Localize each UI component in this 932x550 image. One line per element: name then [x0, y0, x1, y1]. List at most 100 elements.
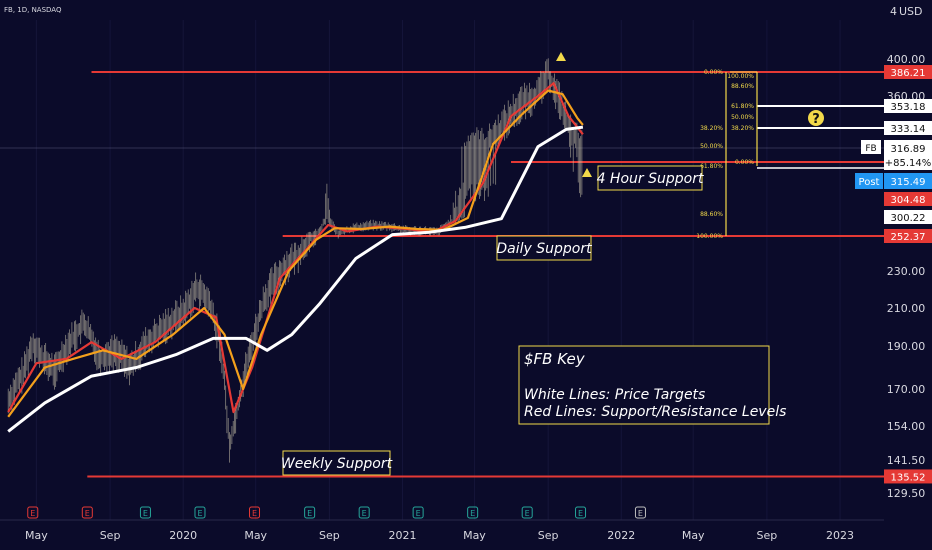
triangle-marker — [582, 168, 592, 177]
currency-label: 4 USD — [890, 5, 923, 18]
annotation-box — [496, 235, 592, 261]
x-tick-label: May — [463, 529, 486, 542]
legend-box: $FB Key White Lines: Price Targets Red L… — [518, 345, 786, 425]
x-tick-label: May — [25, 529, 48, 542]
level-badge — [884, 469, 932, 484]
legend-title: $FB Key — [524, 350, 586, 368]
fib-left-label: 61.80% — [700, 163, 723, 170]
level-badge — [884, 229, 932, 243]
earnings-event — [412, 506, 424, 519]
question-marker — [808, 110, 824, 126]
level-badge-label: 353.18 — [891, 102, 926, 113]
level-badge — [884, 192, 932, 206]
price-badges: 386.21 252.37 135.52 304.48 353.18 333.14 300.… — [855, 65, 932, 484]
last-price-label: 316.89 — [891, 144, 926, 155]
annotations: 4 Hour Support Daily Support Weekly Suppor… — [281, 165, 704, 476]
level-badge-label: 386.21 — [891, 68, 926, 79]
ma_fast-line — [7, 82, 584, 414]
y-tick-label: 154.00 — [887, 420, 926, 433]
earnings-event — [358, 506, 370, 519]
fib-left-label: 50.00% — [700, 143, 723, 150]
earnings-event — [575, 506, 587, 519]
price-axis-panel — [884, 0, 932, 520]
earnings-event-label: E — [307, 509, 312, 518]
moving-averages — [7, 82, 584, 433]
annotation-label: 4 Hour Support — [597, 171, 704, 187]
y-tick-label: 210.00 — [887, 302, 926, 315]
x-tick-label: 2023 — [826, 529, 854, 542]
fib-right-label: 100.00% — [727, 73, 754, 80]
x-tick-label: 2020 — [169, 529, 197, 542]
ma_mid-line — [7, 89, 584, 418]
earnings-event-label: E — [30, 509, 35, 518]
fib-left-label: 100.00% — [696, 233, 723, 240]
fib-right-label: 88.60% — [731, 83, 754, 90]
level-badge-label: 304.48 — [891, 195, 926, 206]
triangle-marker — [556, 52, 566, 61]
level-badge — [884, 210, 932, 224]
x-tick-label: Sep — [100, 529, 121, 542]
fib-right-label: 38.20% — [731, 125, 754, 132]
level-badge-label: 252.37 — [891, 232, 926, 243]
earnings-event — [304, 506, 316, 519]
post-price-badge — [884, 173, 932, 189]
time-axis-panel — [0, 520, 932, 550]
x-tick-label: May — [682, 529, 705, 542]
markers: ? — [556, 52, 824, 177]
y-tick-label: 400.00 — [887, 53, 926, 66]
fib-left-label: 88.60% — [700, 211, 723, 218]
earnings-event — [521, 506, 533, 519]
price-axis[interactable]: 400.00360.00230.00210.00190.00170.00154.… — [887, 53, 926, 500]
x-tick-label: 2022 — [607, 529, 635, 542]
earnings-event-label: E — [85, 509, 90, 518]
level-badge — [884, 121, 932, 135]
post-tag-label: Post — [859, 177, 880, 188]
y-tick-label: 190.00 — [887, 340, 926, 353]
level-badge — [884, 65, 932, 79]
y-tick-label: 129.50 — [887, 487, 926, 500]
earnings-event — [139, 506, 151, 519]
earnings-event — [81, 506, 93, 519]
legend-line-levels: Red Lines: Support/Resistance Levels — [524, 404, 786, 420]
fib-right-label: 61.80% — [731, 103, 754, 110]
last-price-badge — [884, 140, 932, 170]
earnings-event — [249, 506, 261, 519]
level-badge-label: 300.22 — [891, 213, 926, 224]
earnings-event — [467, 506, 479, 519]
question-marker-label: ? — [812, 112, 820, 127]
earnings-event-label: E — [416, 509, 421, 518]
x-tick-label: Sep — [319, 529, 340, 542]
fib-left-label: 0.00% — [704, 69, 723, 76]
earnings-event — [27, 506, 39, 519]
x-tick-label: Sep — [757, 529, 778, 542]
annotation-label: Weekly Support — [281, 456, 393, 472]
earnings-event-label: E — [525, 509, 530, 518]
fib-right-label: 50.00% — [731, 114, 754, 121]
level-badge — [884, 99, 932, 113]
x-tick-label: 2021 — [389, 529, 417, 542]
ticker-badge — [861, 140, 881, 154]
earnings-event-label: E — [578, 509, 583, 518]
y-tick-label: 170.00 — [887, 383, 926, 396]
level-badge-label: 333.14 — [891, 124, 926, 135]
earnings-event-label: E — [470, 509, 475, 518]
currency-code: USD — [899, 5, 923, 18]
legend-box-frame — [518, 345, 770, 425]
time-axis[interactable]: May Sep 2020 May Sep 2021 May Sep 2022 May Sep 2023 — [25, 529, 854, 542]
y-tick-label: 141.50 — [887, 454, 926, 467]
earnings-event-label: E — [638, 509, 643, 518]
post-tag — [855, 173, 883, 189]
x-tick-label: Sep — [538, 529, 559, 542]
earnings-event-label: E — [143, 509, 148, 518]
fib-right-label: 0.00% — [735, 159, 754, 166]
annotation-box — [282, 450, 391, 476]
ticker-label: FB — [865, 144, 876, 154]
fib-retracement: 0.00% 38.20% 50.00% 61.80% 88.60% 100.00% 100.… — [696, 69, 758, 240]
ma_slow-line — [7, 125, 584, 433]
y-tick-label: 230.00 — [887, 265, 926, 278]
post-price-label: 315.49 — [891, 177, 926, 188]
